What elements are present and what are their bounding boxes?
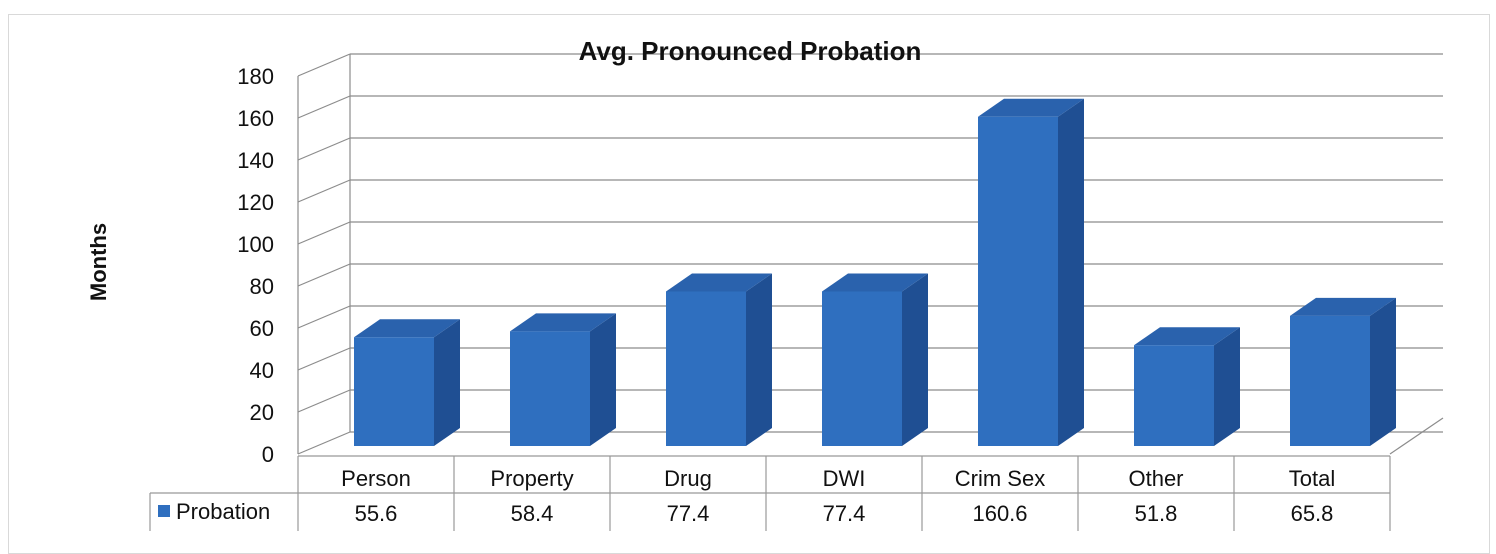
gridline-side	[297, 53, 351, 77]
data-label: 65.8	[1291, 501, 1334, 526]
bar-side	[590, 313, 616, 446]
bar-side	[1058, 98, 1084, 447]
bar-side	[902, 273, 928, 446]
data-label: 160.6	[972, 501, 1027, 526]
bar-top	[1290, 297, 1396, 316]
bar	[354, 337, 434, 446]
y-tick-label: 100	[237, 232, 274, 257]
data-table: Person 55.6 Property 58.4 Drug 77.4 DWI 77.4 Cri…	[149, 455, 1391, 531]
data-label: 55.6	[355, 501, 398, 526]
data-label: 77.4	[823, 501, 866, 526]
bar-top	[666, 273, 772, 292]
bar	[1134, 345, 1214, 446]
bar	[510, 331, 590, 446]
bar-top	[978, 98, 1084, 117]
bar-top	[1134, 327, 1240, 346]
gridline-side	[297, 305, 351, 329]
gridline-side	[297, 263, 351, 287]
bar-top	[510, 313, 616, 332]
category-label: Property	[490, 466, 573, 491]
y-axis-ticks: 0 20 40 60 80 100 120 140 160 180	[237, 64, 274, 467]
y-tick-label: 60	[250, 316, 274, 341]
category-label: Other	[1128, 466, 1183, 491]
floor-edge	[1389, 417, 1444, 455]
gridline-side	[297, 347, 351, 371]
bars	[354, 98, 1396, 447]
y-tick-label: 160	[237, 106, 274, 131]
bar	[666, 291, 746, 446]
y-tick-label: 180	[237, 64, 274, 89]
data-label: 51.8	[1135, 501, 1178, 526]
category-label: DWI	[823, 466, 866, 491]
gridline-side	[297, 137, 351, 161]
category-label: Crim Sex	[955, 466, 1045, 491]
bar-top	[822, 273, 928, 292]
legend-series-name: Probation	[176, 499, 270, 524]
bar-side	[434, 319, 460, 446]
y-tick-label: 40	[250, 358, 274, 383]
y-axis-label: Months	[86, 223, 111, 301]
y-tick-label: 140	[237, 148, 274, 173]
bar	[822, 291, 902, 446]
bar-side	[1370, 297, 1396, 446]
data-label: 58.4	[511, 501, 554, 526]
gridline-side	[297, 221, 351, 245]
bar-top	[354, 319, 460, 338]
gridline-side	[297, 179, 351, 203]
category-label: Total	[1289, 466, 1335, 491]
category-label: Person	[341, 466, 411, 491]
y-tick-label: 80	[250, 274, 274, 299]
y-tick-label: 0	[262, 442, 274, 467]
gridline-side	[297, 431, 351, 455]
category-label: Drug	[664, 466, 712, 491]
y-tick-label: 20	[250, 400, 274, 425]
bar-chart: 0 20 40 60 80 100 120 140 160 180 Person 55.6 Prope…	[86, 36, 1444, 531]
gridline-side	[297, 95, 351, 119]
bar	[978, 116, 1058, 447]
bar	[1290, 315, 1370, 446]
gridline-side	[297, 389, 351, 413]
y-tick-label: 120	[237, 190, 274, 215]
legend-key	[158, 505, 170, 517]
data-label: 77.4	[667, 501, 710, 526]
bar-side	[1214, 327, 1240, 446]
chart-title: Avg. Pronounced Probation	[579, 36, 922, 66]
bar-side	[746, 273, 772, 446]
